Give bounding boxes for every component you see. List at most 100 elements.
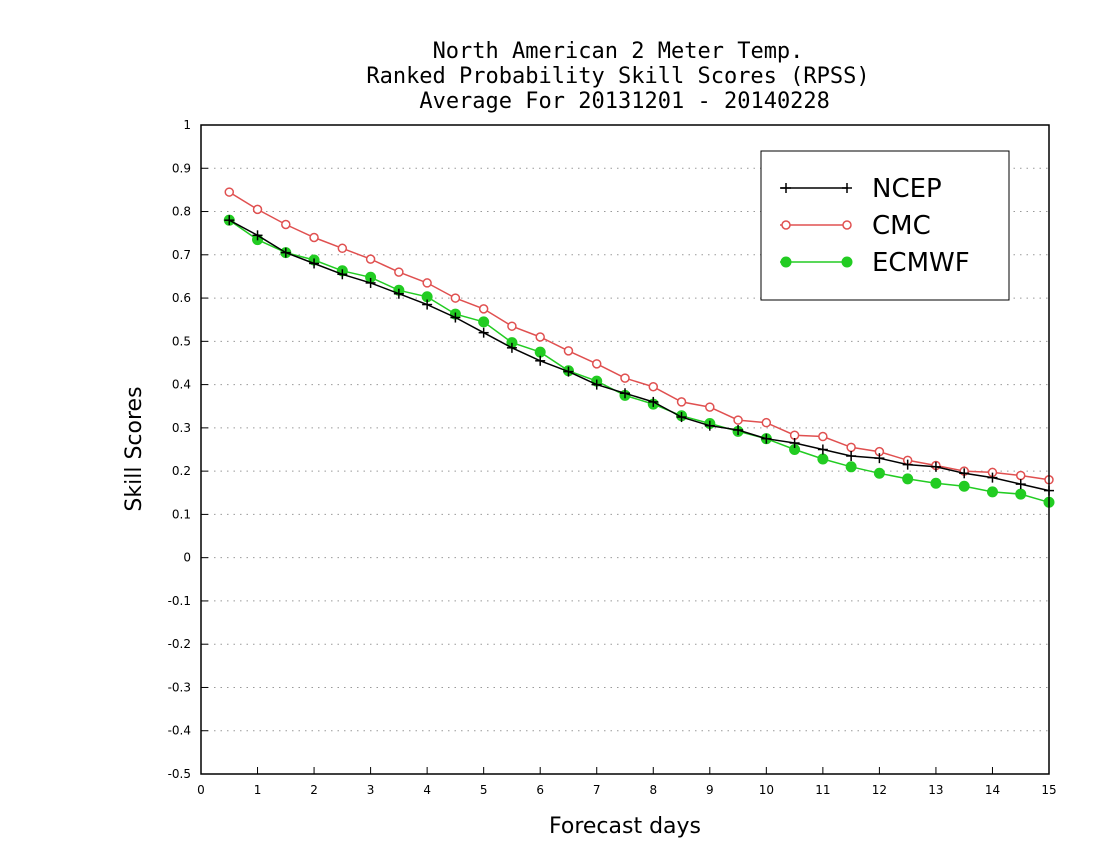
data-point-ncep <box>252 230 263 241</box>
data-point-cmc <box>450 293 461 303</box>
axes: 1 0.9 0.8 0.7 0.6 0.5 0.4 0.3 0.2 0.1 0 -0.1 -0.2 -0.… <box>168 118 1057 797</box>
data-point-ncep <box>676 412 687 423</box>
y-tick-label: -0.3 <box>168 680 191 694</box>
legend-entry-cmc: CMC <box>780 211 931 241</box>
y-tick-label: 0.9 <box>172 161 191 175</box>
data-point-ncep <box>874 453 885 464</box>
x-tick-label: 10 <box>759 783 774 797</box>
legend-marker-cmc <box>781 220 791 230</box>
data-point-ncep <box>309 258 320 269</box>
legend-marker-ecmwf <box>841 256 853 268</box>
data-point-ncep <box>733 425 744 436</box>
y-tick-label: 0.7 <box>172 248 191 262</box>
legend-marker-ncep <box>842 183 852 193</box>
x-tick-label: 8 <box>649 783 657 797</box>
x-tick-label: 13 <box>928 783 943 797</box>
x-tick-label: 15 <box>1041 783 1056 797</box>
data-point-cmc <box>620 373 630 383</box>
y-tick-label: 0.2 <box>172 464 191 478</box>
legend-entry-ncep: NCEP <box>780 174 942 204</box>
data-point-ncep <box>450 312 461 323</box>
data-point-cmc <box>733 415 743 425</box>
y-tick-label: 0.3 <box>172 421 191 435</box>
data-point-cmc <box>648 382 659 392</box>
x-tick-label: 14 <box>985 783 1000 797</box>
legend-marker-ncep <box>781 183 791 193</box>
data-point-ecmwf <box>958 480 970 492</box>
y-tick-label: -0.4 <box>168 724 191 738</box>
x-tick-label: 9 <box>706 783 714 797</box>
data-point-ecmwf <box>817 453 829 465</box>
data-point-cmc <box>337 243 348 254</box>
data-point-ncep <box>365 277 376 288</box>
data-point-ncep <box>337 269 348 280</box>
data-point-cmc <box>309 232 319 243</box>
y-tick-label: 0.8 <box>172 205 191 219</box>
x-tick-label: 12 <box>872 783 887 797</box>
data-point-ecmwf <box>873 467 885 479</box>
data-point-ncep <box>959 468 970 479</box>
data-point-ncep <box>648 396 659 407</box>
y-tick-label: 0.4 <box>172 378 191 392</box>
data-point-ncep <box>1015 479 1026 490</box>
y-tick-label: 0.1 <box>172 507 191 521</box>
y-tick-label: -0.5 <box>168 767 191 781</box>
x-tick-label: 0 <box>197 783 205 797</box>
data-point-ncep <box>817 444 828 455</box>
data-point-cmc <box>1015 470 1026 481</box>
data-point-cmc <box>507 321 517 331</box>
data-point-ncep <box>704 420 715 431</box>
data-point-ncep <box>393 288 404 299</box>
x-tick-label: 1 <box>254 783 262 797</box>
chart-date-range: Average For 20131201 - 20140228 <box>406 89 830 114</box>
data-point-cmc <box>422 278 432 288</box>
data-point-ncep <box>563 366 574 377</box>
data-point-ecmwf <box>986 486 998 498</box>
data-point-cmc <box>224 187 235 197</box>
legend-marker-cmc <box>842 220 852 230</box>
data-point-ncep <box>902 459 913 470</box>
chart-title: North American 2 Meter Temp. <box>433 39 804 64</box>
legend-label-ncep: NCEP <box>872 174 942 204</box>
y-axis-label: Skill Scores <box>122 386 147 511</box>
data-point-ecmwf <box>902 473 914 485</box>
y-tick-label: 1 <box>183 118 191 132</box>
data-point-cmc <box>252 204 263 215</box>
data-point-cmc <box>281 219 291 230</box>
x-tick-label: 3 <box>367 783 375 797</box>
x-tick-label: 6 <box>536 783 544 797</box>
legend-entry-ecmwf: ECMWF <box>780 248 970 278</box>
legend-label-ecmwf: ECMWF <box>872 248 970 278</box>
series-cmc <box>224 187 1054 485</box>
data-point-ncep <box>846 450 857 461</box>
y-tick-label: 0.5 <box>172 334 191 348</box>
data-series <box>223 187 1055 508</box>
data-point-ncep <box>478 327 489 338</box>
y-tick-label: 0.6 <box>172 291 191 305</box>
y-tick-label: 0 <box>183 551 191 565</box>
y-tick-label: -0.1 <box>168 594 191 608</box>
data-point-ecmwf <box>845 461 857 473</box>
data-point-cmc <box>761 417 772 428</box>
legend-marker-ecmwf <box>780 256 792 268</box>
data-point-cmc <box>535 332 545 342</box>
data-point-cmc <box>846 442 856 453</box>
data-point-cmc <box>478 304 489 314</box>
series-ncep <box>224 215 1054 496</box>
data-point-ncep <box>930 461 941 472</box>
data-point-ecmwf <box>534 346 546 358</box>
data-point-cmc <box>365 254 376 264</box>
data-point-ecmwf <box>930 477 942 489</box>
series-line-cmc <box>228 191 1050 481</box>
data-point-ncep <box>506 342 517 353</box>
x-tick-label: 5 <box>480 783 488 797</box>
x-tick-label: 11 <box>815 783 830 797</box>
data-point-cmc <box>818 431 828 442</box>
data-point-cmc <box>394 267 404 277</box>
data-point-cmc <box>563 346 574 356</box>
data-point-ecmwf <box>478 316 490 328</box>
data-point-ncep <box>224 215 235 226</box>
data-point-ncep <box>535 355 546 366</box>
data-point-ncep <box>987 472 998 483</box>
